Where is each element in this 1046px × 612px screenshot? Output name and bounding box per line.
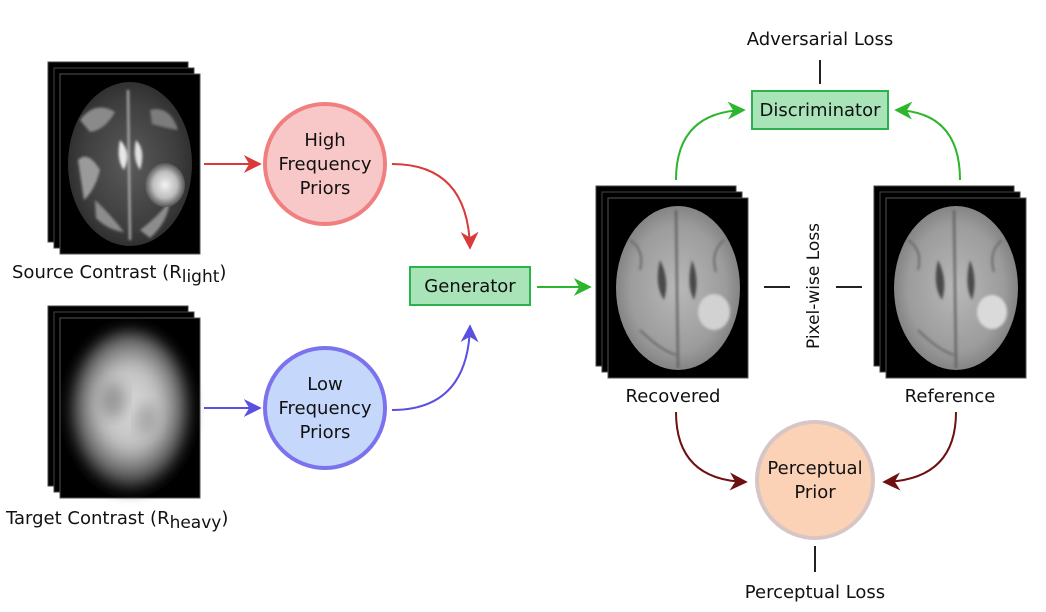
- svg-text:Priors: Priors: [300, 178, 351, 199]
- recovered-label: Recovered: [626, 386, 721, 407]
- svg-text:Generator: Generator: [424, 276, 516, 297]
- reference-image-stack: [873, 185, 1027, 379]
- svg-text:Perceptual: Perceptual: [767, 458, 862, 479]
- target-image-stack: [47, 305, 201, 499]
- recovered-to-discriminator-arrow: [675, 101, 746, 181]
- pixel-wise-loss: Pixel-wise Loss: [764, 223, 862, 349]
- reference-to-discriminator-arrow: [894, 101, 961, 181]
- svg-text:Low: Low: [307, 374, 342, 395]
- discriminator-box: Discriminator: [751, 90, 889, 130]
- reference-label: Reference: [905, 386, 996, 407]
- reference-to-perceptual-arrow: [882, 411, 957, 491]
- reference-brain-image: [894, 206, 1018, 370]
- recovered-image-stack: [595, 185, 749, 379]
- source-image-stack: [47, 61, 201, 255]
- target-brain-image: [70, 330, 190, 490]
- pixel-wise-loss-label: Pixel-wise Loss: [804, 223, 824, 349]
- target-contrast-label: Target Contrast (Rheavy): [5, 508, 228, 533]
- source-brain-image: [68, 82, 192, 246]
- recovered-brain-image: [616, 206, 740, 370]
- svg-text:Prior: Prior: [794, 482, 836, 503]
- svg-text:Priors: Priors: [300, 422, 351, 443]
- high-frequency-priors-node: High Frequency Priors: [263, 102, 387, 226]
- low-to-generator-arrow: [391, 324, 479, 411]
- svg-text:Discriminator: Discriminator: [760, 100, 882, 121]
- svg-text:Frequency: Frequency: [279, 398, 372, 419]
- low-frequency-priors-node: Low Frequency Priors: [263, 346, 387, 470]
- recovered-to-perceptual-arrow: [675, 411, 748, 491]
- svg-text:High: High: [304, 130, 345, 151]
- perceptual-prior-node: Perceptual Prior: [755, 420, 875, 540]
- source-contrast-label: Source Contrast (Rlight): [12, 262, 226, 287]
- generator-box: Generator: [409, 266, 531, 306]
- adversarial-loss-label: Adversarial Loss: [747, 29, 894, 50]
- svg-text:Frequency: Frequency: [279, 154, 372, 175]
- perceptual-loss-label: Perceptual Loss: [745, 582, 885, 603]
- high-to-generator-arrow: [391, 163, 479, 250]
